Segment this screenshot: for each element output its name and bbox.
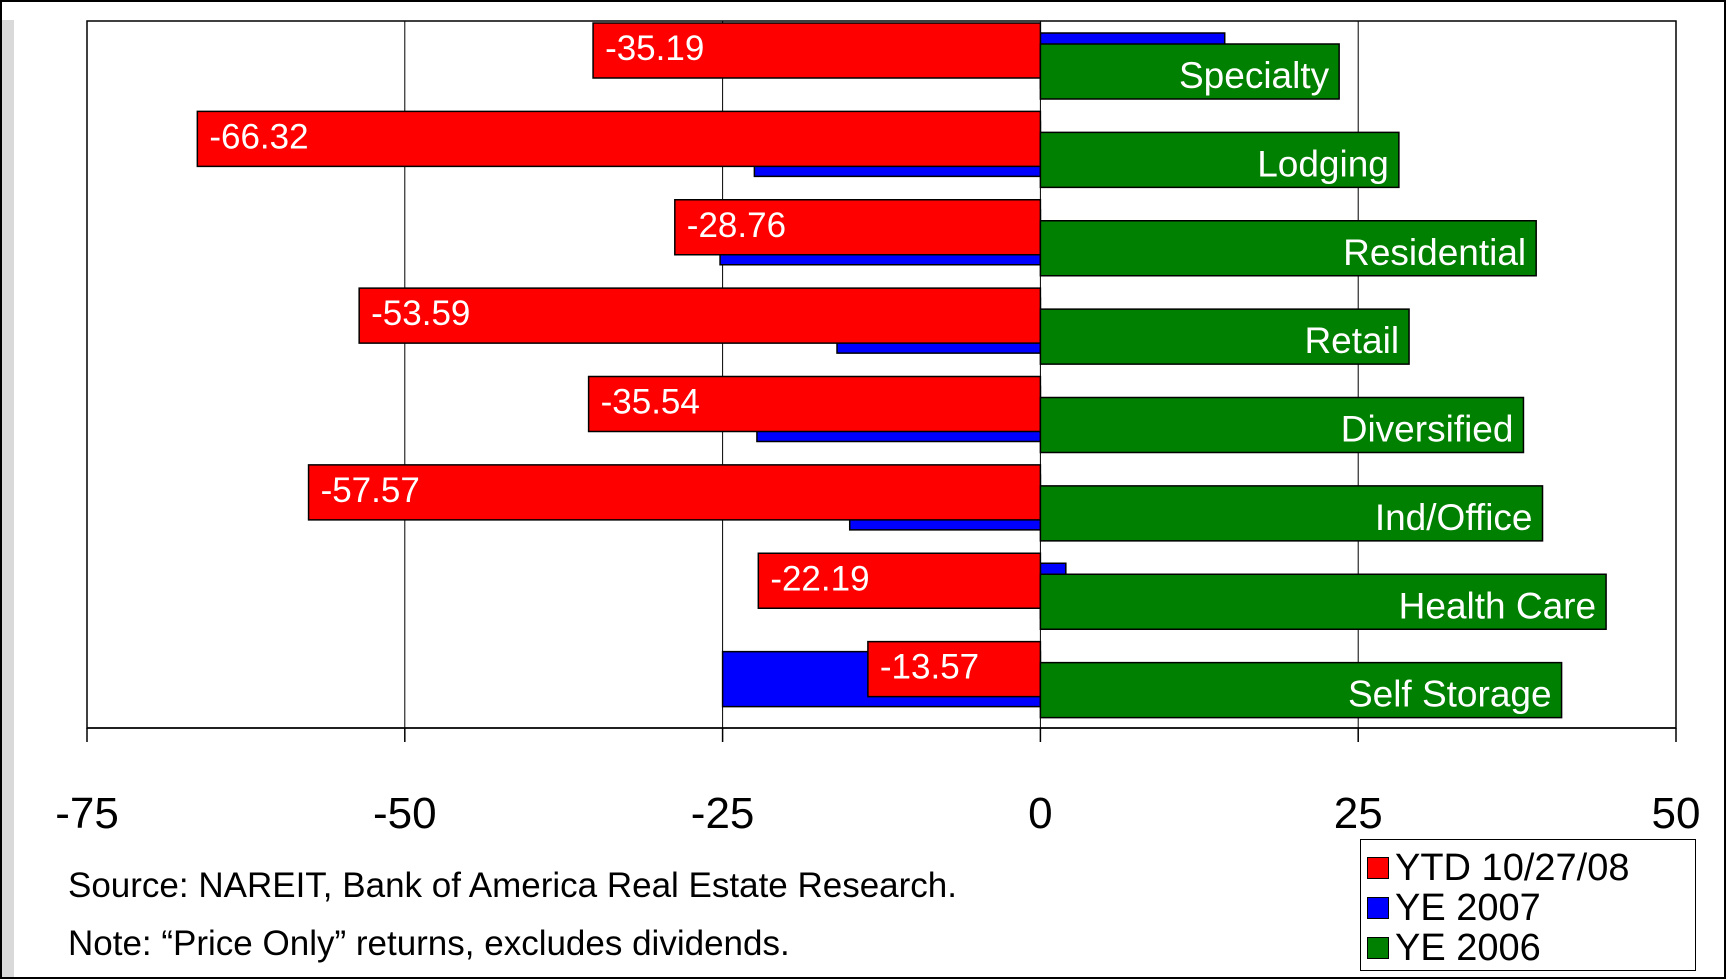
source-note: Source: NAREIT, Bank of America Real Est…: [68, 866, 957, 905]
price-only-note: Note: “Price Only” returns, excludes div…: [68, 924, 790, 963]
category-label: Specialty: [1179, 55, 1330, 96]
bar-ye-2006: [1039, 573, 1607, 630]
bar-ye-2006: [1039, 220, 1537, 277]
category-label: Residential: [1343, 232, 1526, 273]
bar-ye-2006: [1039, 485, 1544, 542]
data-label: -35.54: [601, 383, 700, 422]
category-label: Self Storage: [1348, 674, 1552, 715]
bar-ytd-10-27-08: [196, 110, 1042, 168]
data-label: -35.19: [605, 29, 704, 68]
bar-ytd-10-27-08: [358, 287, 1042, 344]
x-tick-label: 25: [1334, 789, 1383, 838]
x-tick-label: -25: [691, 789, 755, 838]
bar-ytd-10-27-08: [757, 552, 1042, 609]
bar-ye-2006: [1039, 396, 1525, 454]
category-label: Lodging: [1257, 143, 1389, 184]
x-tick-label: 0: [1028, 789, 1052, 838]
x-tick-label: -75: [55, 789, 119, 838]
legend-label: YE 2007: [1395, 886, 1541, 929]
bar-ye-2006: [1039, 43, 1340, 100]
bar-ye-2006: [1039, 308, 1410, 365]
bar-ytd-10-27-08: [587, 375, 1042, 433]
legend-swatch: [1367, 897, 1389, 919]
legend-item: YE 2006: [1367, 926, 1541, 969]
x-axis: -75 -50 -25 0 25 50: [55, 727, 1701, 838]
data-label: -22.19: [770, 559, 869, 598]
bar-ytd-10-27-08: [307, 464, 1042, 521]
bar-ye-2006: [1039, 131, 1400, 189]
data-label: -66.32: [209, 117, 308, 156]
legend-item: YTD 10/27/08: [1367, 846, 1630, 889]
x-tick-label: 50: [1652, 789, 1701, 838]
legend: YTD 10/27/08 YE 2007 YE 2006: [1360, 839, 1696, 971]
legend-swatch: [1367, 857, 1389, 879]
category-label: Health Care: [1399, 585, 1596, 626]
data-label: -13.57: [880, 648, 979, 687]
legend-swatch: [1367, 937, 1389, 959]
bar-ytd-10-27-08: [674, 199, 1042, 256]
data-label: -28.76: [687, 206, 786, 245]
legend-item: YE 2007: [1367, 886, 1541, 929]
category-label: Diversified: [1341, 409, 1514, 450]
bar-ye-2006: [1039, 661, 1563, 719]
data-label: -53.59: [371, 294, 470, 333]
bars: [196, 22, 1607, 719]
category-label: Retail: [1304, 320, 1399, 361]
x-tick-label: -50: [373, 789, 437, 838]
category-label: Ind/Office: [1375, 497, 1533, 538]
legend-label: YE 2006: [1395, 926, 1541, 969]
bar-ytd-10-27-08: [592, 22, 1042, 79]
labels: -35.19 Specialty -66.32 Lodging -28.76 Reside…: [209, 29, 1596, 715]
legend-label: YTD 10/27/08: [1395, 846, 1630, 889]
data-label: -57.57: [321, 471, 420, 510]
bar-ytd-10-27-08: [867, 640, 1042, 698]
